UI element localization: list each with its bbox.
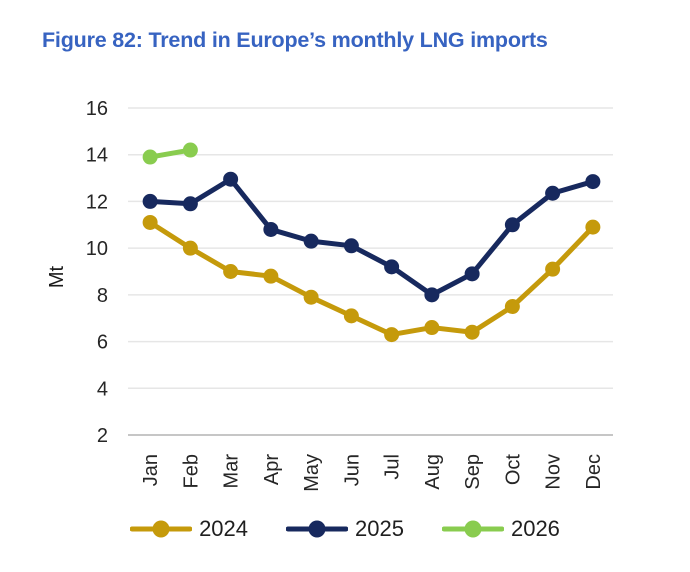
x-tick-label-may: May — [301, 454, 323, 492]
legend-item-2026: 2026 — [441, 516, 560, 541]
data-point-2024-mar — [223, 264, 239, 279]
x-tick-label-oct: Oct — [502, 454, 524, 486]
series-group — [142, 142, 601, 343]
data-point-2025-feb — [182, 196, 198, 212]
data-point-2024-oct — [504, 299, 520, 315]
y-axis-tick-labels: 2 4 6 8 10 12 14 16 — [86, 98, 108, 447]
y-tick-label-8: 8 — [97, 285, 108, 307]
data-point-2025-mar — [223, 171, 239, 187]
data-point-2024-sep — [464, 324, 480, 340]
x-tick-label-jan: Jan — [140, 454, 162, 486]
data-point-2025-may — [303, 233, 319, 249]
x-axis-tick-labels: Jan Feb Mar Apr May Jun Jul Aug Sep Oct Nov Dec — [140, 454, 605, 492]
series-line-2025 — [147, 176, 596, 298]
y-axis-title: Mt — [46, 265, 68, 288]
data-point-2025-jul — [384, 259, 400, 275]
data-point-2025-dec — [585, 174, 601, 190]
figure-title: Figure 82: Trend in Europe’s monthly LNG… — [42, 28, 548, 52]
chart-legend: 2024 2025 2026 — [0, 518, 690, 540]
data-point-2025-oct — [504, 217, 520, 233]
legend-label-2026: 2026 — [510, 516, 560, 541]
lng-imports-chart: 2 4 6 8 10 12 14 16 Jan Feb Mar Apr May Jun Jul Aug Sep… — [46, 98, 613, 492]
legend-label-2024: 2024 — [199, 516, 249, 541]
y-tick-label-12: 12 — [86, 191, 108, 213]
y-tick-label-6: 6 — [97, 332, 108, 354]
data-point-2025-apr — [263, 221, 279, 237]
data-point-2024-may — [303, 289, 319, 305]
gridlines-group — [128, 107, 613, 436]
legend-item-2025: 2025 — [286, 518, 404, 540]
x-tick-label-dec: Dec — [583, 454, 605, 490]
data-point-2026-feb — [182, 142, 198, 158]
data-point-2024-jun — [343, 308, 359, 324]
data-point-2024-nov — [545, 261, 561, 277]
data-point-2025-sep — [464, 266, 480, 282]
x-tick-label-feb: Feb — [180, 454, 202, 488]
y-tick-label-16: 16 — [86, 98, 108, 120]
y-axis-label: Mt — [46, 265, 68, 288]
legend-marker-2024 — [152, 520, 170, 538]
y-tick-label-14: 14 — [86, 145, 108, 167]
legend-swatch-2024-icon — [130, 520, 193, 538]
x-tick-label-nov: Nov — [543, 454, 565, 490]
x-tick-label-jul: Jul — [382, 454, 404, 480]
data-point-2025-aug — [424, 287, 440, 303]
legend-swatch-2026-icon — [441, 520, 504, 538]
data-point-2025-nov — [545, 185, 561, 201]
data-point-2024-aug — [424, 320, 440, 336]
x-tick-label-jun: Jun — [341, 454, 363, 486]
data-point-2024-jan — [142, 214, 158, 230]
y-tick-label-10: 10 — [86, 238, 108, 260]
data-point-2024-dec — [585, 219, 601, 235]
data-point-2025-jan — [142, 193, 158, 209]
legend-marker-2025 — [308, 520, 326, 538]
legend-marker-2026 — [464, 520, 482, 538]
data-point-2024-apr — [263, 268, 279, 284]
legend-item-2024: 2024 — [130, 518, 248, 540]
data-point-2025-jun — [343, 238, 359, 254]
x-tick-label-sep: Sep — [462, 454, 484, 490]
data-point-2026-jan — [142, 149, 158, 165]
y-tick-label-4: 4 — [97, 378, 108, 400]
data-point-2024-jul — [384, 327, 400, 343]
x-tick-label-mar: Mar — [221, 454, 243, 489]
legend-label-2025: 2025 — [355, 516, 404, 541]
y-tick-label-2: 2 — [97, 425, 108, 447]
series-line-2024 — [147, 219, 596, 338]
x-tick-label-apr: Apr — [261, 454, 283, 485]
data-point-2024-feb — [182, 240, 198, 256]
x-tick-label-aug: Aug — [422, 454, 444, 490]
legend-swatch-2025-icon — [286, 520, 349, 538]
